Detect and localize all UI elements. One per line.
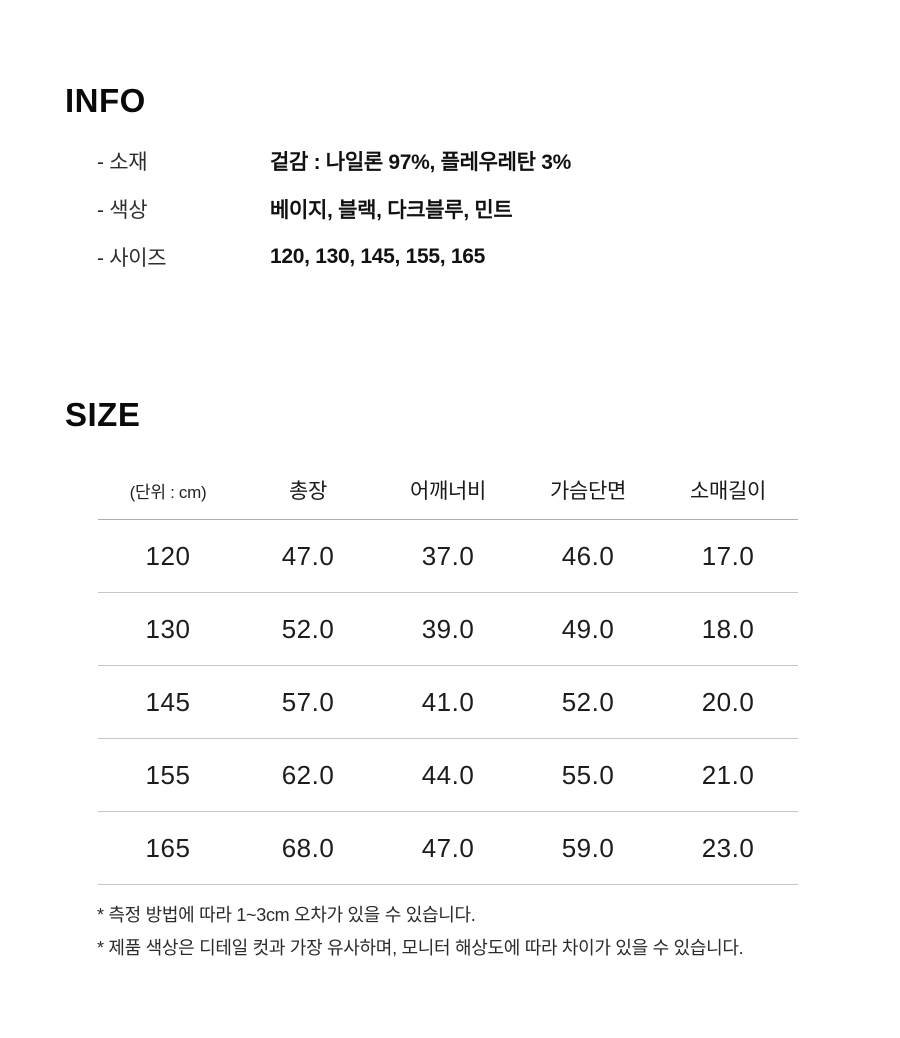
table-cell: 52.0: [518, 665, 658, 739]
table-cell: 23.0: [658, 811, 798, 885]
table-row: 145 57.0 41.0 52.0 20.0: [98, 665, 798, 739]
table-cell: 20.0: [658, 665, 798, 739]
row-size-label: 155: [98, 738, 238, 812]
size-table: (단위 : cm) 총장 어깨너비 가슴단면 소매길이 120 47.0 37.…: [98, 461, 798, 885]
row-size-label: 145: [98, 665, 238, 739]
info-label-size: - 사이즈: [97, 247, 167, 270]
table-cell: 62.0: [238, 738, 378, 812]
info-label-color: - 색상: [97, 199, 148, 222]
table-cell: 52.0: [238, 592, 378, 666]
footnote-color: * 제품 색상은 디테일 컷과 가장 유사하며, 모니터 해상도에 따라 차이가…: [97, 938, 744, 958]
column-header-sleeve-length: 소매길이: [658, 461, 798, 520]
info-value-color: 베이지, 블랙, 다크블루, 민트: [270, 199, 513, 222]
table-cell: 41.0: [378, 665, 518, 739]
column-header-total-length: 총장: [238, 461, 378, 520]
column-header-chest-width: 가슴단면: [518, 461, 658, 520]
info-label-material: - 소재: [97, 151, 148, 174]
table-row: 130 52.0 39.0 49.0 18.0: [98, 592, 798, 666]
size-table-header-row: (단위 : cm) 총장 어깨너비 가슴단면 소매길이: [98, 461, 798, 520]
info-row-color: - 색상 베이지, 블랙, 다크블루, 민트: [97, 185, 571, 233]
table-cell: 57.0: [238, 665, 378, 739]
info-row-size: - 사이즈 120, 130, 145, 155, 165: [97, 233, 571, 281]
info-value-material: 겉감 : 나일론 97%, 플레우레탄 3%: [270, 151, 571, 174]
info-value-size: 120, 130, 145, 155, 165: [270, 245, 485, 268]
row-size-label: 130: [98, 592, 238, 666]
table-cell: 39.0: [378, 592, 518, 666]
table-cell: 59.0: [518, 811, 658, 885]
unit-label: (단위 : cm): [98, 461, 238, 520]
row-size-label: 165: [98, 811, 238, 885]
table-cell: 55.0: [518, 738, 658, 812]
column-header-shoulder-width: 어깨너비: [378, 461, 518, 520]
table-row: 120 47.0 37.0 46.0 17.0: [98, 519, 798, 593]
footnote-measurement: * 측정 방법에 따라 1~3cm 오차가 있을 수 있습니다.: [97, 905, 476, 925]
table-cell: 49.0: [518, 592, 658, 666]
table-row: 165 68.0 47.0 59.0 23.0: [98, 811, 798, 885]
table-cell: 46.0: [518, 519, 658, 593]
table-cell: 47.0: [378, 811, 518, 885]
info-heading: INFO: [65, 82, 146, 119]
row-size-label: 120: [98, 519, 238, 593]
table-cell: 17.0: [658, 519, 798, 593]
info-list: - 소재 겉감 : 나일론 97%, 플레우레탄 3% - 색상 베이지, 블랙…: [97, 137, 571, 281]
table-cell: 68.0: [238, 811, 378, 885]
table-cell: 47.0: [238, 519, 378, 593]
table-cell: 44.0: [378, 738, 518, 812]
info-row-material: - 소재 겉감 : 나일론 97%, 플레우레탄 3%: [97, 137, 571, 185]
table-cell: 18.0: [658, 592, 798, 666]
table-row: 155 62.0 44.0 55.0 21.0: [98, 738, 798, 812]
table-cell: 37.0: [378, 519, 518, 593]
size-heading: SIZE: [65, 396, 141, 433]
table-cell: 21.0: [658, 738, 798, 812]
footnotes: * 측정 방법에 따라 1~3cm 오차가 있을 수 있습니다. * 제품 색상…: [97, 904, 744, 970]
